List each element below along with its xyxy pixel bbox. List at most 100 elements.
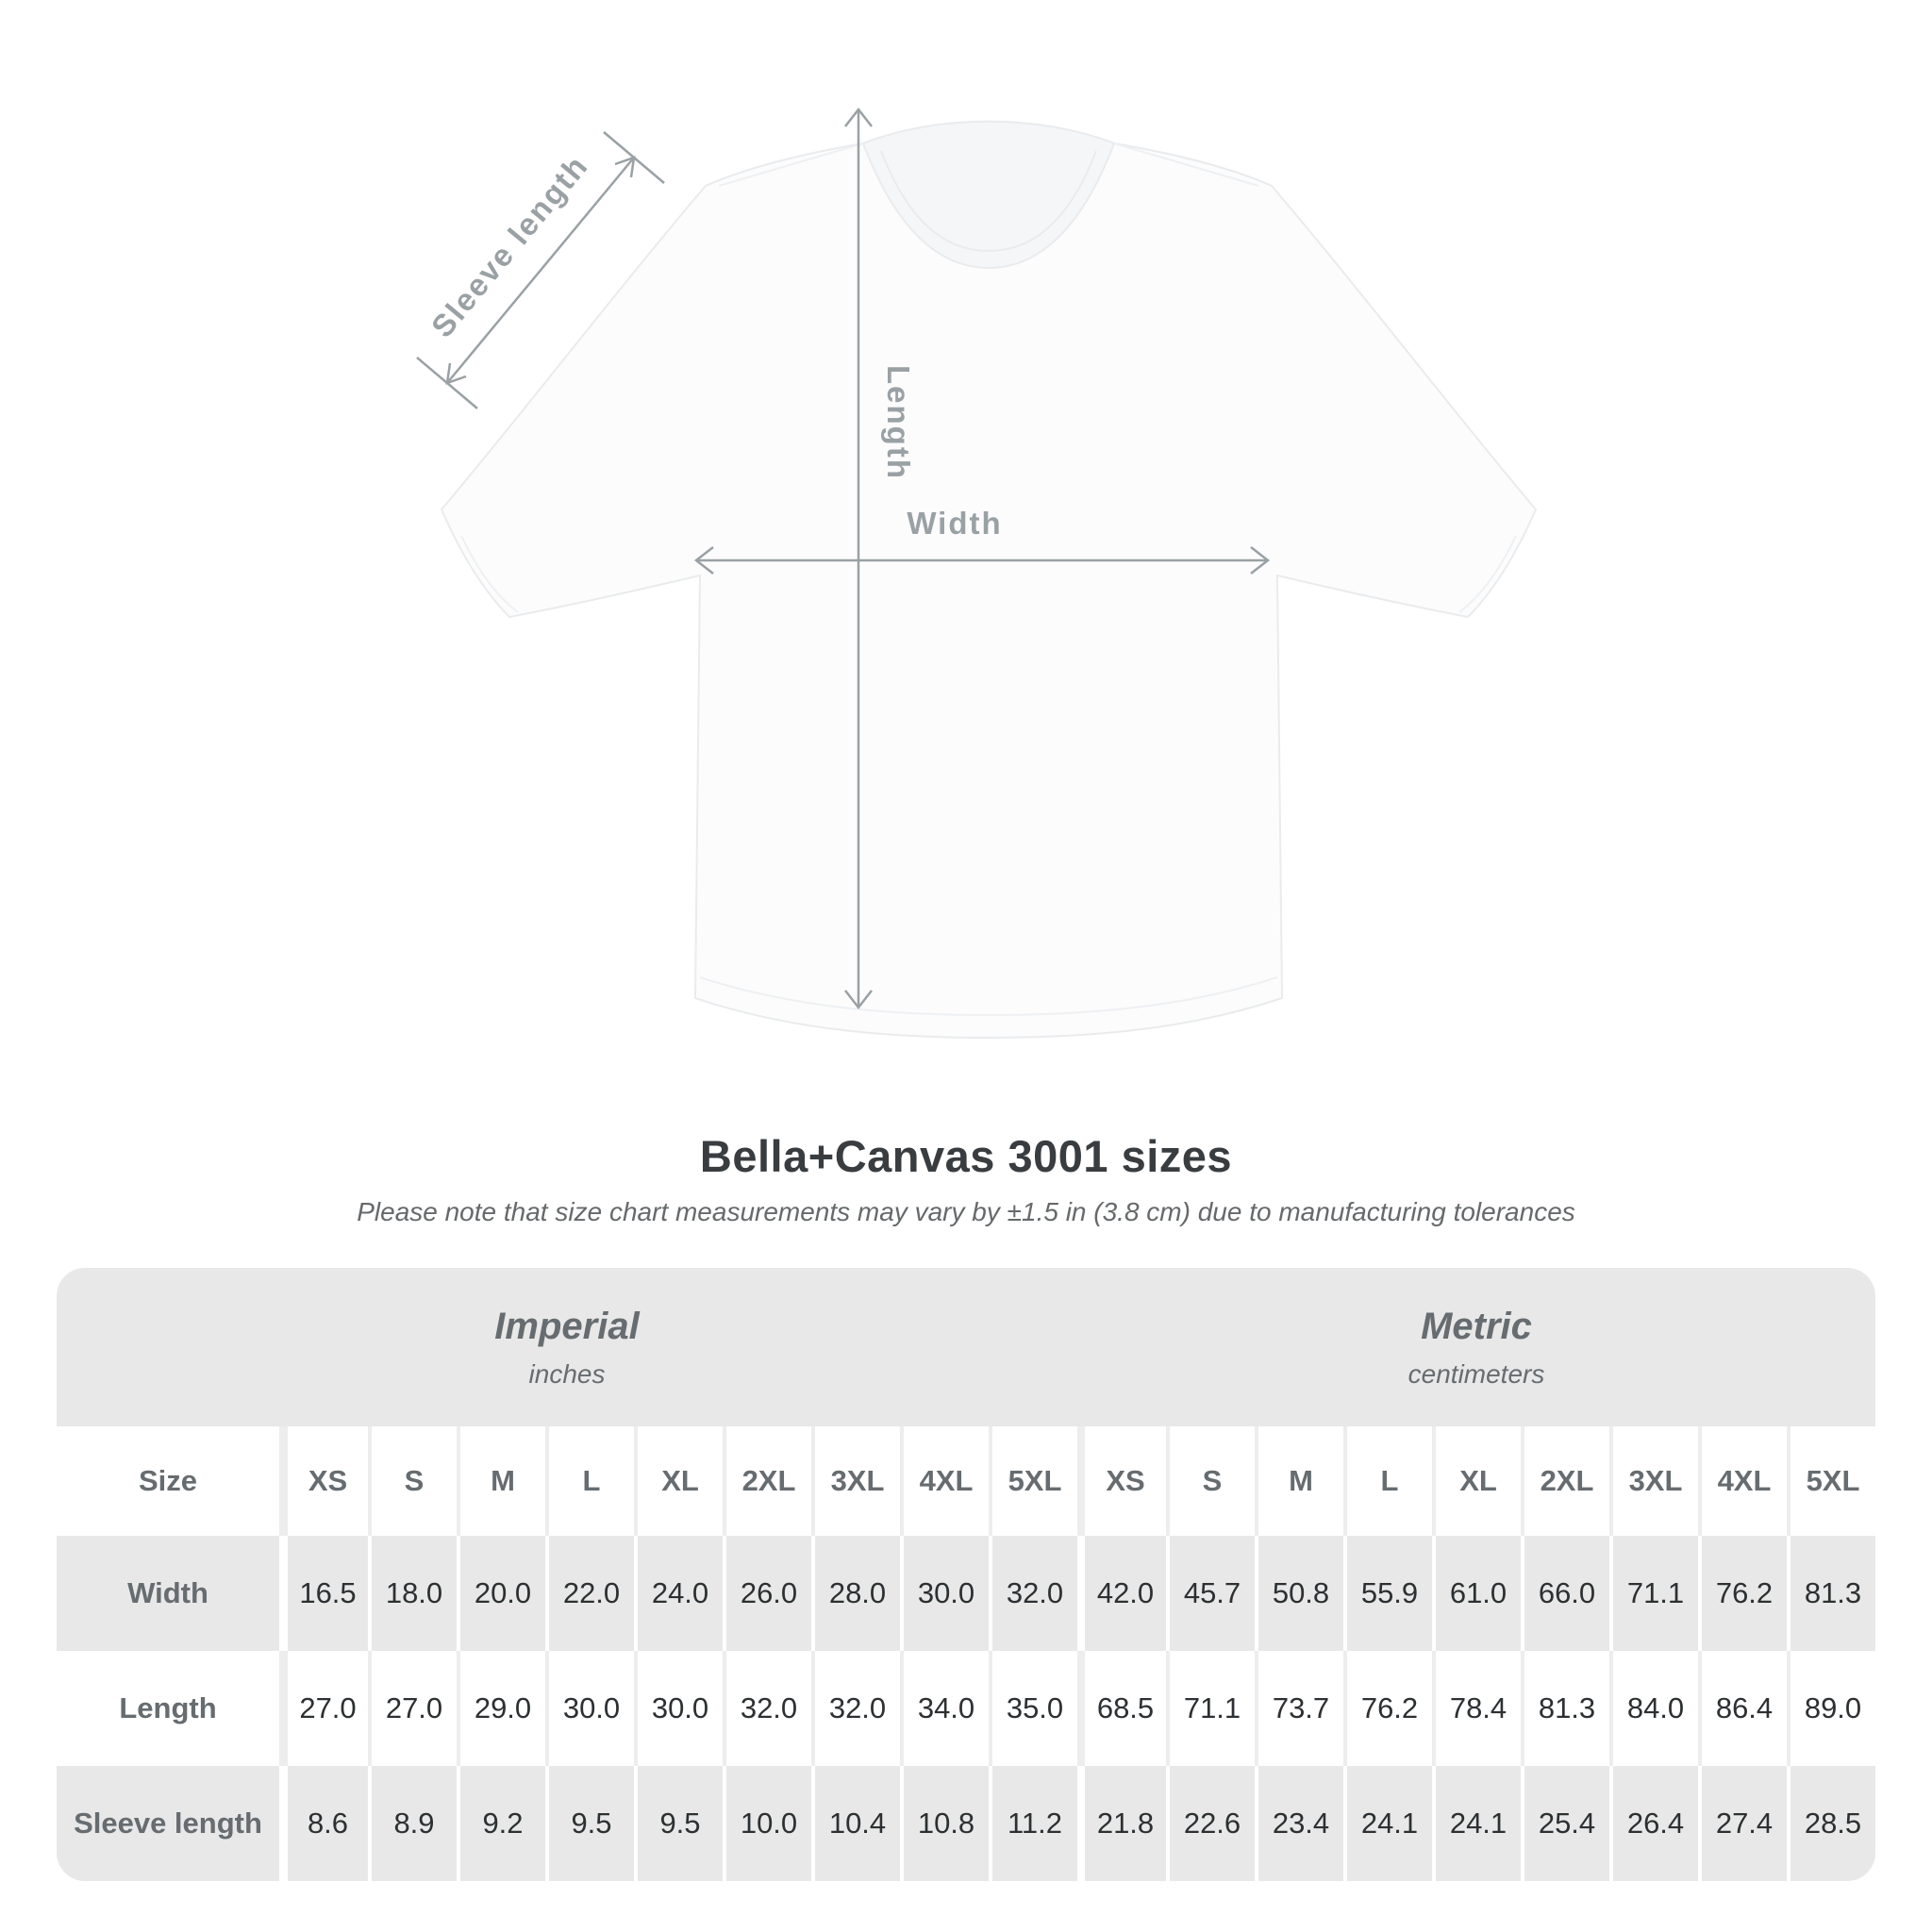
shoulder-seam-right [1113,142,1259,187]
cell: 11.2 [989,1766,1077,1881]
column-header: XL [634,1426,723,1536]
cuff-seam-left [460,535,519,613]
cell: 9.5 [634,1766,723,1881]
cell: 50.8 [1255,1536,1343,1651]
sleeve-length-arrow [416,131,665,409]
cell: 34.0 [900,1651,989,1766]
column-header-size: Size [57,1426,279,1536]
imperial-label: Imperial [494,1305,640,1347]
metric-units: centimeters [1407,1358,1545,1389]
length-arrow [844,107,873,1010]
heading-block: Bella+Canvas 3001 sizes Please note that… [0,1130,1932,1227]
table-row-length: Length 27.0 27.0 29.0 30.0 30.0 32.0 32.… [57,1651,1875,1766]
table-row-sleeve-length: Sleeve length 8.6 8.9 9.2 9.5 9.5 10.0 1… [57,1766,1875,1881]
row-label: Sleeve length [57,1766,279,1881]
column-header: 3XL [1609,1426,1698,1536]
cell: 32.0 [811,1651,900,1766]
column-header: XL [1432,1426,1521,1536]
metric-label: Metric [1421,1305,1532,1347]
column-header: M [1255,1426,1343,1536]
cell: 10.0 [723,1766,811,1881]
cell: 21.8 [1077,1766,1166,1881]
cell: 71.1 [1609,1536,1698,1651]
imperial-units: inches [528,1358,606,1389]
cell: 26.4 [1609,1766,1698,1881]
cell: 18.0 [368,1536,457,1651]
collar-seam [880,150,1097,253]
size-header-row: Size XS S M L XL 2XL 3XL 4XL 5XL XS S M … [57,1426,1875,1536]
cell: 81.3 [1521,1651,1609,1766]
cell: 86.4 [1698,1651,1787,1766]
cell: 68.5 [1077,1651,1166,1766]
cell: 32.0 [723,1651,811,1766]
cell: 22.0 [545,1536,634,1651]
cell: 24.0 [634,1536,723,1651]
cell: 84.0 [1609,1651,1698,1766]
cell: 76.2 [1698,1536,1787,1651]
cell: 10.4 [811,1766,900,1881]
column-header: L [545,1426,634,1536]
column-header: L [1343,1426,1432,1536]
page-title: Bella+Canvas 3001 sizes [699,1131,1233,1181]
column-header: 5XL [1787,1426,1875,1536]
cell: 35.0 [989,1651,1077,1766]
cell: 26.0 [723,1536,811,1651]
cell: 73.7 [1255,1651,1343,1766]
cell: 23.4 [1255,1766,1343,1881]
cell: 10.8 [900,1766,989,1881]
cell: 24.1 [1343,1766,1432,1881]
column-header: S [368,1426,457,1536]
cuff-seam-right [1458,535,1517,613]
cell: 29.0 [457,1651,545,1766]
length-label: Length [881,365,916,480]
cell: 81.3 [1787,1536,1875,1651]
cell: 25.4 [1521,1766,1609,1881]
table-row-width: Width 16.5 18.0 20.0 22.0 24.0 26.0 28.0… [57,1536,1875,1651]
imperial-header: Imperial inches [57,1268,1077,1426]
cell: 27.4 [1698,1766,1787,1881]
cell: 8.9 [368,1766,457,1881]
cell: 24.1 [1432,1766,1521,1881]
cell: 30.0 [634,1651,723,1766]
cell: 78.4 [1432,1651,1521,1766]
column-header: 4XL [1698,1426,1787,1536]
column-header: XS [279,1426,368,1536]
cell: 22.6 [1166,1766,1255,1881]
collar-opening [861,120,1116,270]
t-shirt-diagram: Length Width Sleeve length [416,107,1538,1040]
column-header: 5XL [989,1426,1077,1536]
size-table-container: Imperial inches Metric centimeters Size … [57,1268,1875,1881]
cell: 55.9 [1343,1536,1432,1651]
cell: 28.0 [811,1536,900,1651]
cell: 42.0 [1077,1536,1166,1651]
cell: 45.7 [1166,1536,1255,1651]
metric-header: Metric centimeters [1077,1268,1875,1426]
row-label: Width [57,1536,279,1651]
column-header: M [457,1426,545,1536]
cell: 9.2 [457,1766,545,1881]
width-arrow [693,546,1271,575]
column-header: 2XL [1521,1426,1609,1536]
shoulder-seam-left [718,142,864,187]
size-table: Imperial inches Metric centimeters Size … [57,1268,1875,1881]
cell: 8.6 [279,1766,368,1881]
column-header: S [1166,1426,1255,1536]
tolerance-note: Please note that size chart measurements… [357,1197,1575,1226]
cell: 30.0 [900,1536,989,1651]
cell: 61.0 [1432,1536,1521,1651]
cell: 27.0 [279,1651,368,1766]
sleeve-length-label: Sleeve length [425,148,595,344]
width-label: Width [907,506,1002,541]
hem-seam [699,976,1278,1017]
unit-group-row: Imperial inches Metric centimeters [57,1268,1875,1426]
column-header: 4XL [900,1426,989,1536]
cell: 9.5 [545,1766,634,1881]
column-header: 3XL [811,1426,900,1536]
cell: 71.1 [1166,1651,1255,1766]
row-label: Length [57,1651,279,1766]
cell: 32.0 [989,1536,1077,1651]
cell: 76.2 [1343,1651,1432,1766]
cell: 28.5 [1787,1766,1875,1881]
cell: 30.0 [545,1651,634,1766]
